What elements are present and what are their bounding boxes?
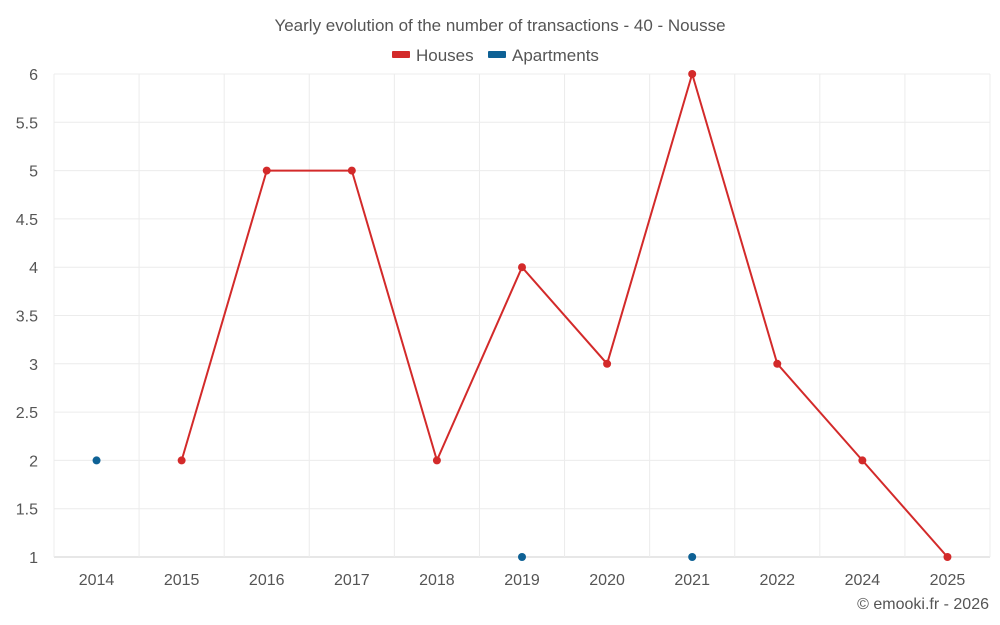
data-point-houses[interactable]	[858, 456, 867, 465]
y-tick-label: 6	[29, 67, 38, 84]
y-tick-label: 5	[29, 164, 38, 181]
x-tick-label: 2017	[334, 572, 370, 589]
series-layer	[92, 70, 952, 561]
data-point-apartments[interactable]	[92, 456, 101, 465]
x-tick-label: 2016	[249, 572, 285, 589]
data-point-apartments[interactable]	[518, 553, 526, 561]
legend-swatch-houses	[392, 51, 410, 58]
legend: Houses Apartments	[392, 46, 599, 65]
y-tick-label: 2	[29, 453, 38, 470]
y-tick-label: 2.5	[16, 405, 38, 422]
chart-title: Yearly evolution of the number of transa…	[274, 16, 725, 35]
x-tick-label: 2020	[589, 572, 625, 589]
data-point-houses[interactable]	[347, 166, 356, 175]
x-tick-label: 2015	[164, 572, 200, 589]
data-point-houses[interactable]	[773, 359, 782, 368]
series-line-houses	[180, 70, 949, 558]
data-point-apartments[interactable]	[688, 553, 697, 561]
data-point-houses[interactable]	[518, 263, 526, 272]
data-point-houses[interactable]	[603, 359, 612, 368]
y-tick-label: 3	[29, 357, 38, 374]
x-tick-label: 2024	[845, 572, 881, 589]
x-tick-label: 2025	[930, 572, 966, 589]
data-point-houses[interactable]	[262, 166, 271, 175]
y-tick-label: 4	[29, 260, 38, 277]
y-tick-label: 5.5	[16, 115, 38, 132]
x-tick-label: 2019	[504, 572, 540, 589]
data-point-houses[interactable]	[688, 70, 697, 78]
x-tick-label: 2018	[419, 572, 455, 589]
y-tick-label: 1.5	[16, 502, 38, 519]
y-axis: 1 1.5 2 2.5 3 3.5 4 4.5 5 5.5 6	[16, 67, 38, 567]
legend-label-apartments[interactable]: Apartments	[512, 46, 599, 65]
x-axis: 2014 2015 2016 2017 2018 2019 2020 2021 2022 2024…	[79, 572, 966, 589]
credit-text: © emooki.fr - 2026	[857, 596, 989, 613]
y-tick-label: 1	[29, 550, 38, 567]
legend-swatch-apartments	[488, 51, 506, 58]
data-point-houses[interactable]	[432, 456, 441, 465]
y-tick-label: 3.5	[16, 309, 38, 326]
x-tick-label: 2022	[759, 572, 795, 589]
grid	[53, 73, 991, 558]
x-tick-label: 2014	[79, 572, 115, 589]
legend-label-houses[interactable]: Houses	[416, 46, 474, 65]
x-tick-label: 2021	[674, 572, 710, 589]
data-point-houses[interactable]	[943, 553, 952, 561]
y-tick-label: 4.5	[16, 212, 38, 229]
data-point-houses[interactable]	[177, 456, 186, 465]
